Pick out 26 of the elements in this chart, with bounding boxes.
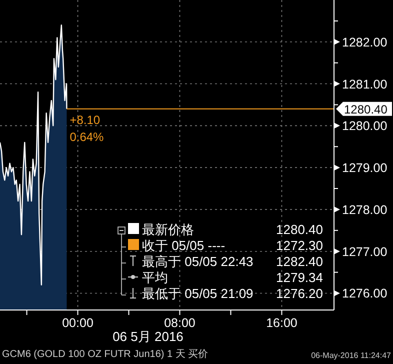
x-tick-label: 00:00 xyxy=(62,316,94,330)
y-tick-label: 1281.00 xyxy=(342,77,388,92)
annotation: +8.10 xyxy=(70,112,100,127)
annotation: 平均 xyxy=(142,270,168,285)
y-tick-label: 1276.00 xyxy=(342,286,388,301)
y-tick-label: 1279.00 xyxy=(342,161,388,176)
y-tick-label: 1278.00 xyxy=(342,202,388,217)
annotation: 1276.20 xyxy=(276,286,323,301)
text: 06-May-2016 11:24:47 xyxy=(311,351,392,360)
y-tick-label: 1282.00 xyxy=(342,35,388,50)
text: GCM6 (GOLD 100 OZ FUTR Jun16) 1 天 买价 xyxy=(2,348,208,360)
x-tick-label: 16:00 xyxy=(266,316,298,330)
y-tick-label: 1280.00 xyxy=(342,119,388,134)
annotation: 1279.34 xyxy=(276,270,323,285)
annotation: 最高于 05/05 22:43 xyxy=(142,254,254,269)
annotation: 最低于 05/05 21:09 xyxy=(142,286,254,301)
annotation: 收于 05/05 ---- xyxy=(142,238,226,253)
x-axis-title: 06 5月 2016 xyxy=(112,329,184,344)
annotation: 1272.30 xyxy=(276,238,323,253)
legend-label: 最新价格 xyxy=(142,222,194,237)
annotation: 0.64% xyxy=(70,130,104,144)
annotation: 1280.40 xyxy=(276,222,323,237)
annotation: 1282.40 xyxy=(276,254,323,269)
ref-line-label: 1280.40 xyxy=(344,102,388,116)
y-tick-label: 1277.00 xyxy=(342,244,388,259)
x-tick-label: 08:00 xyxy=(164,316,196,330)
